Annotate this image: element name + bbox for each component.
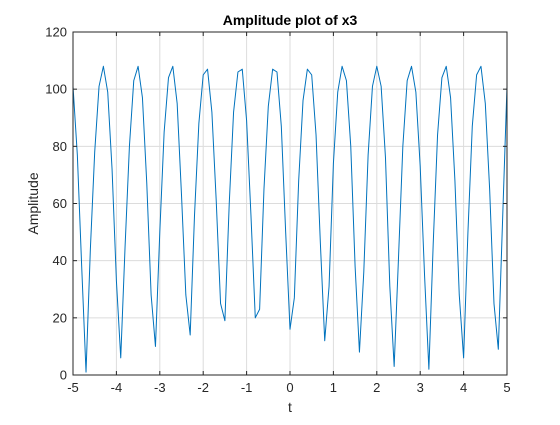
chart-title: Amplitude plot of x3	[223, 12, 358, 28]
x-tick-label: 0	[286, 380, 293, 395]
x-tick-label: 3	[417, 380, 424, 395]
x-axis-label: t	[288, 399, 292, 415]
x-tick-label: -3	[154, 380, 166, 395]
x-tick-label: 4	[460, 380, 467, 395]
x-tick-label: 1	[330, 380, 337, 395]
y-tick-label: 100	[45, 82, 67, 97]
series-layer	[72, 65, 508, 373]
y-tick-label: 40	[53, 253, 67, 268]
x-tick-label: -2	[197, 380, 209, 395]
x-tick-label: 2	[373, 380, 380, 395]
y-tick-label: 80	[53, 139, 67, 154]
y-axis-label: Amplitude	[25, 172, 41, 234]
series-line	[72, 65, 508, 373]
x-tick-label: -4	[111, 380, 123, 395]
y-tick-label: 120	[45, 25, 67, 40]
ticks: -5 -4 -3 -2 -1 0 1 2 3 4 5 0 20 40 60 80 100 120	[45, 25, 510, 396]
y-tick-label: 20	[53, 310, 67, 325]
x-tick-label: -5	[67, 380, 79, 395]
x-tick-label: 5	[503, 380, 510, 395]
y-tick-label: 60	[53, 196, 67, 211]
x-tick-label: -1	[241, 380, 253, 395]
y-tick-label: 0	[60, 368, 67, 383]
